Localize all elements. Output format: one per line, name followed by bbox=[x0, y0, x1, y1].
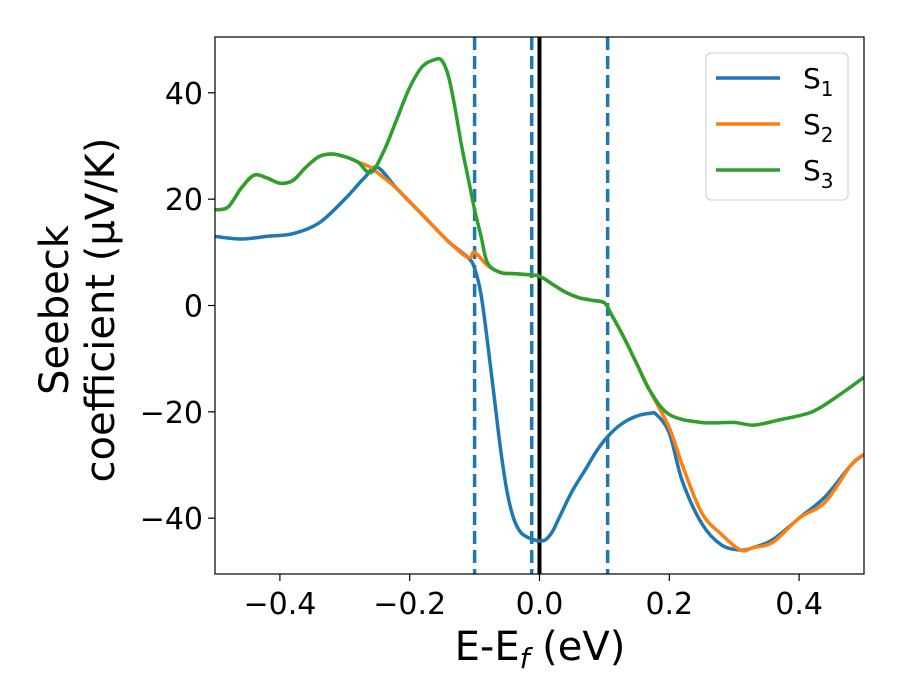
x-tick-label: 0.0 bbox=[516, 587, 564, 622]
x-tick-label: 0.2 bbox=[645, 587, 693, 622]
x-axis-label-main: E-E bbox=[455, 624, 520, 670]
x-tick-label: −0.4 bbox=[243, 587, 316, 622]
x-axis-ticks: −0.4 −0.2 0.0 0.2 0.4 bbox=[243, 574, 823, 622]
x-tick-label: −0.2 bbox=[373, 587, 446, 622]
y-axis-label: Seebeck coefficient (μV/K) bbox=[32, 138, 124, 483]
y-axis-ticks: 40 20 0 −20 −40 bbox=[140, 77, 215, 537]
series-lines bbox=[215, 56, 864, 553]
y-tick-label: −40 bbox=[140, 502, 203, 537]
legend-label-s3: S3 bbox=[803, 154, 834, 193]
x-axis-label: E-Ef (eV) bbox=[455, 624, 626, 675]
legend-box bbox=[705, 52, 849, 201]
legend-entries: S1 S2 S3 bbox=[716, 62, 834, 193]
y-tick-label: 20 bbox=[165, 183, 203, 218]
legend: S1 S2 S3 bbox=[705, 52, 849, 201]
x-tick-label: 0.4 bbox=[775, 587, 823, 622]
y-axis-label-line1: Seebeck bbox=[32, 224, 78, 395]
y-tick-label: 40 bbox=[165, 77, 203, 112]
y-tick-label: −20 bbox=[140, 396, 203, 431]
series-line-s1 bbox=[215, 165, 864, 552]
legend-label-s2: S2 bbox=[803, 108, 834, 147]
y-axis-label-line2: coefficient (μV/K) bbox=[78, 138, 124, 483]
x-axis-label-unit: (eV) bbox=[529, 624, 625, 670]
y-tick-label: 0 bbox=[184, 290, 203, 325]
series-line-s3 bbox=[215, 56, 864, 427]
legend-label-s1: S1 bbox=[803, 62, 834, 101]
